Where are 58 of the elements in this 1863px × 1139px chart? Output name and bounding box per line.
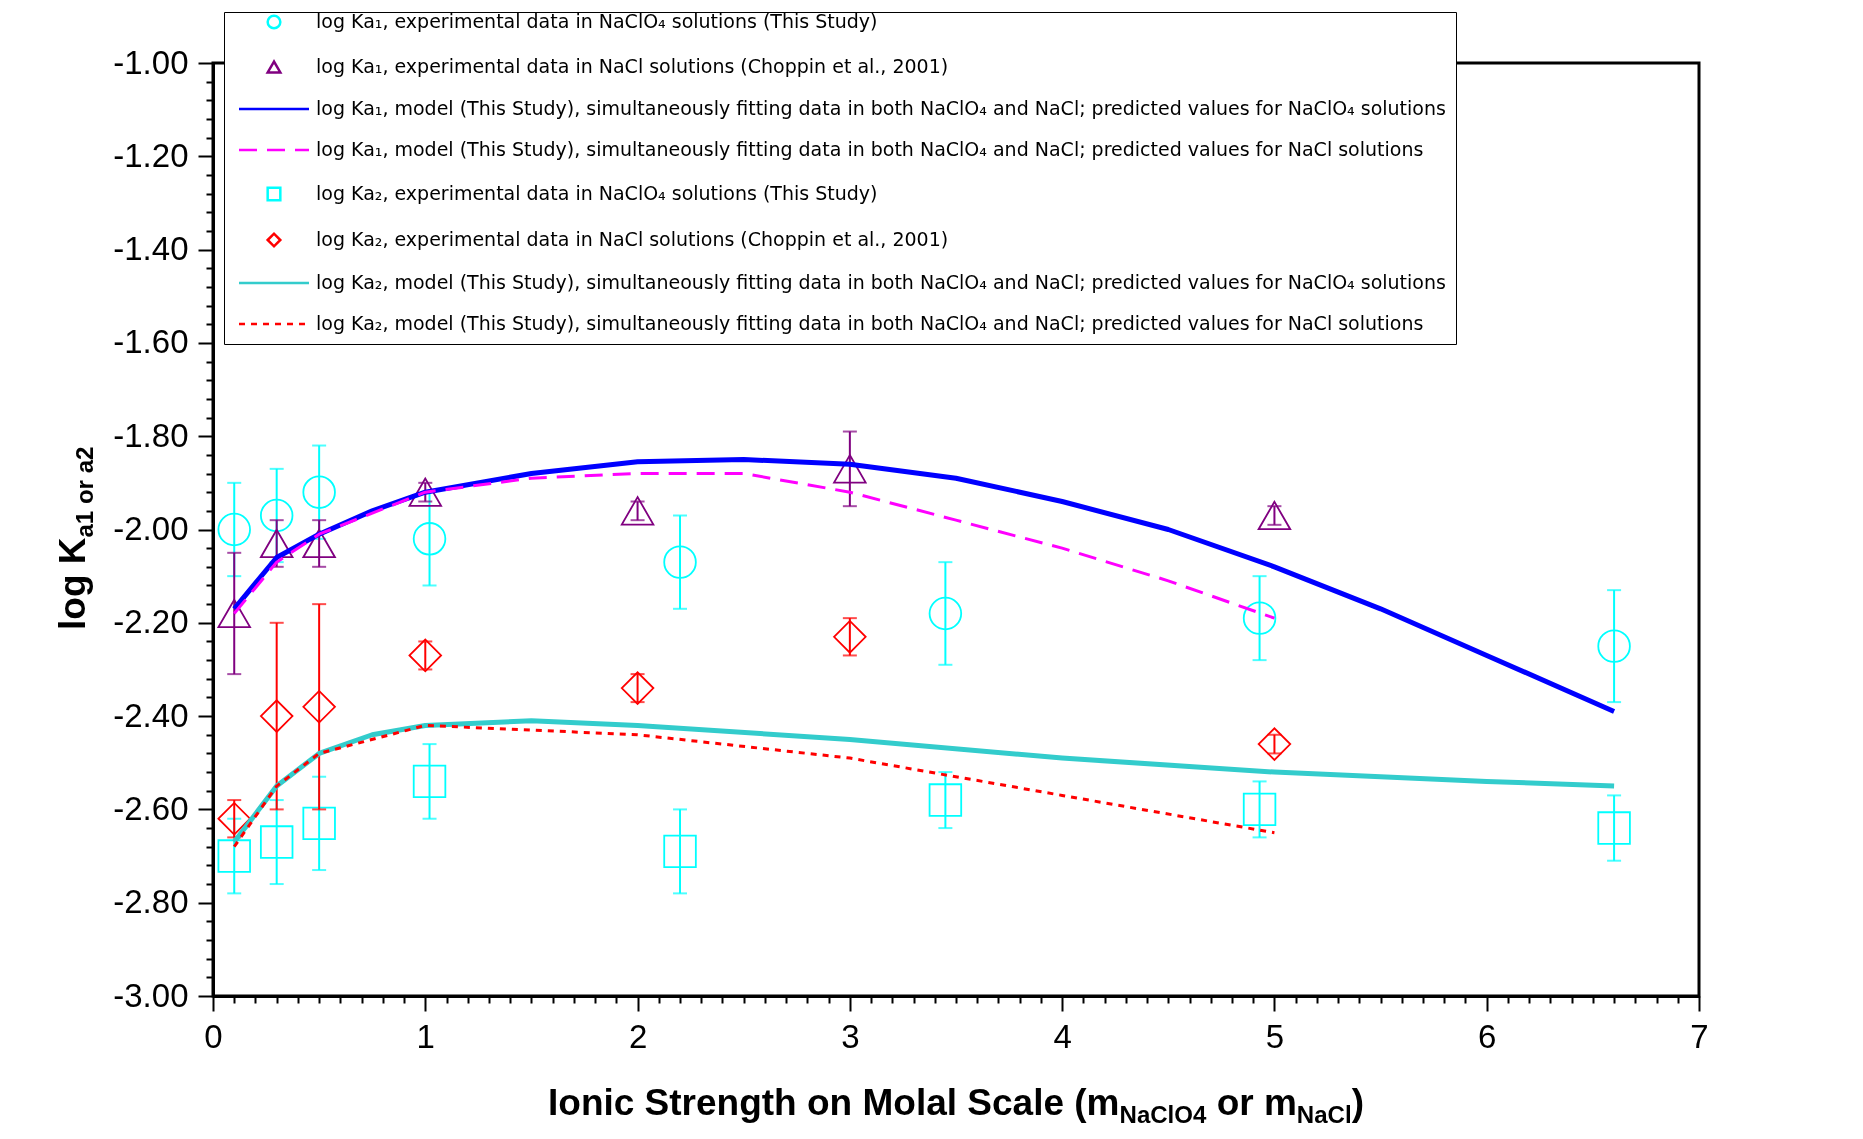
- point: [1242, 601, 1277, 635]
- point: [217, 839, 251, 873]
- point: [408, 477, 442, 507]
- legend-label: log Ka₂, model (This Study), simultaneously fitting data in both NaClO₄ and NaCl; predicted values for NaCl solutions: [316, 312, 1424, 334]
- point: [928, 596, 963, 631]
- point: [928, 783, 963, 817]
- point: [259, 528, 294, 559]
- x-tick-label: 3: [841, 1017, 860, 1055]
- legend-label: log Ka₁, experimental data in NaCl solutions (Choppin et al., 2001): [316, 55, 949, 77]
- point: [408, 638, 442, 673]
- x-tick-label: 5: [1265, 1017, 1285, 1055]
- x-tick-label: 1: [416, 1017, 435, 1055]
- x-axis-title: Ionic Strength on Molal Scale (m$_{NaClO4}$ or m$_{NaCl}$): [547, 1082, 1365, 1130]
- y-tick-label: -2.80: [113, 883, 189, 921]
- point: [259, 699, 294, 733]
- point: [620, 496, 655, 526]
- point: [833, 454, 867, 484]
- x-tick-label: 7: [1690, 1017, 1709, 1055]
- y-tick-label: -1.20: [113, 136, 189, 174]
- x-tick-label: 2: [628, 1017, 648, 1055]
- x-tick-label: 0: [204, 1017, 223, 1055]
- legend-label: log Ka₂, model (This Study), simultaneously fitting data in both NaClO₄ and NaCl; predicted values for NaClO₄ solutions: [316, 271, 1446, 293]
- point: [663, 545, 697, 579]
- legend-label: log Ka₁, model (This Study), simultaneously fitting data in both NaClO₄ and NaCl; predicted values for NaClO₄ solutions: [316, 97, 1446, 119]
- point: [1257, 727, 1292, 761]
- y-tick-label: -1.60: [113, 323, 189, 361]
- point: [217, 802, 251, 836]
- point: [259, 825, 294, 859]
- point: [302, 475, 336, 509]
- point: [1597, 629, 1631, 663]
- legend-label: log Ka₂, experimental data in NaCl solutions (Choppin et al., 2001): [316, 228, 949, 250]
- point: [1597, 811, 1631, 845]
- point: [217, 512, 251, 547]
- y-tick-label: -2.60: [113, 789, 189, 827]
- point: [412, 522, 447, 556]
- y-tick-label: -1.40: [113, 230, 189, 268]
- y-tick-label: -3.00: [113, 976, 189, 1014]
- y-tick-label: -2.40: [113, 696, 189, 734]
- y-tick-label: -2.20: [113, 603, 189, 641]
- y-tick-label: -1.00: [113, 43, 189, 81]
- point: [1242, 792, 1277, 827]
- point: [833, 620, 867, 654]
- legend-label: log Ka₂, experimental data in NaClO₄ solutions (This Study): [316, 182, 878, 204]
- point: [302, 806, 336, 841]
- point: [1257, 500, 1292, 531]
- point: [620, 671, 655, 705]
- point: [259, 498, 294, 533]
- point: [302, 690, 336, 724]
- x-tick-label: 6: [1478, 1017, 1497, 1055]
- point: [663, 834, 697, 869]
- legend-label: log Ka₁, model (This Study), simultaneously fitting data in both NaClO₄ and NaCl; predicted values for NaCl solutions: [316, 138, 1424, 160]
- y-tick-label: -1.80: [113, 416, 189, 454]
- point: [217, 598, 251, 629]
- y-tick-label: -2.00: [113, 510, 189, 547]
- x-tick-label: 4: [1053, 1017, 1072, 1055]
- legend-label: log Ka₁, experimental data in NaClO₄ solutions (This Study): [316, 10, 878, 32]
- point: [302, 528, 336, 559]
- point: [412, 764, 447, 799]
